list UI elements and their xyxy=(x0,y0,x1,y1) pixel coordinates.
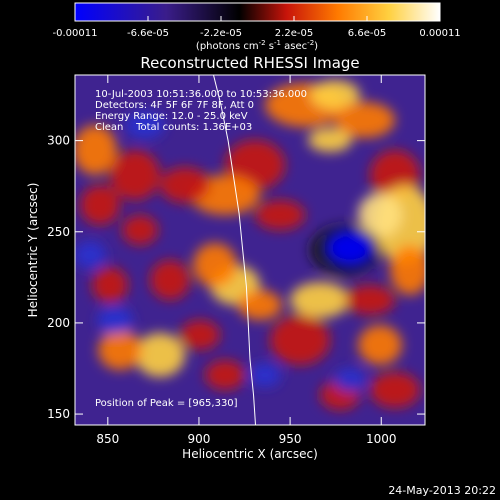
colorbar-gradient xyxy=(74,2,441,22)
x-axis: 850 900 950 1000 xyxy=(96,75,397,446)
solar-limb-curve xyxy=(213,75,256,425)
colorbar: -0.00011 -6.6e-05 -2.2e-05 2.2e-05 6.6e-05 0.… xyxy=(53,2,461,52)
x-axis-label: Heliocentric X (arcsec) xyxy=(182,447,318,461)
heatmap-image xyxy=(75,75,425,425)
annotation-clean: Clean Total counts: 1.36E+03 xyxy=(95,122,252,133)
x-tick-label: 900 xyxy=(188,432,211,446)
chart-title: Reconstructed RHESSI Image xyxy=(140,54,359,72)
annotation-energy: Energy Range: 12.0 - 25.0 keV xyxy=(95,111,248,122)
colorbar-tick-label: -2.2e-05 xyxy=(200,28,242,39)
colorbar-units: (photons cm-2 s-1 asec-2) xyxy=(196,39,318,52)
peak-position-label: Position of Peak = [965,330] xyxy=(95,398,238,409)
y-axis-label: Heliocentric Y (arcsec) xyxy=(26,183,40,318)
plot-frame xyxy=(74,74,426,426)
colorbar-ticks: -0.00011 -6.6e-05 -2.2e-05 2.2e-05 6.6e-05 0.… xyxy=(53,16,461,39)
colorbar-tick-label: -6.6e-05 xyxy=(127,28,169,39)
footer-date: 24-May-2013 20:22 xyxy=(388,484,496,497)
colorbar-tick-label: 0.00011 xyxy=(419,28,460,39)
colorbar-tick-label: 2.2e-05 xyxy=(275,28,313,39)
colorbar-tick-label: 6.6e-05 xyxy=(348,28,386,39)
y-tick-label: 250 xyxy=(47,225,70,239)
x-tick-label: 1000 xyxy=(366,432,397,446)
y-tick-label: 150 xyxy=(47,407,70,421)
y-tick-label: 300 xyxy=(47,134,70,148)
y-axis: 150 200 250 300 xyxy=(47,134,425,421)
annotation-detectors: Detectors: 4F 5F 6F 7F 8F, Att 0 xyxy=(95,100,254,111)
x-tick-label: 950 xyxy=(279,432,302,446)
annotation-time: 10-Jul-2003 10:51:36.000 to 10:53:36.000 xyxy=(95,89,307,100)
colorbar-tick-label: -0.00011 xyxy=(53,28,98,39)
x-tick-label: 850 xyxy=(96,432,119,446)
annotations: 10-Jul-2003 10:51:36.000 to 10:53:36.000… xyxy=(95,89,307,409)
y-tick-label: 200 xyxy=(47,316,70,330)
